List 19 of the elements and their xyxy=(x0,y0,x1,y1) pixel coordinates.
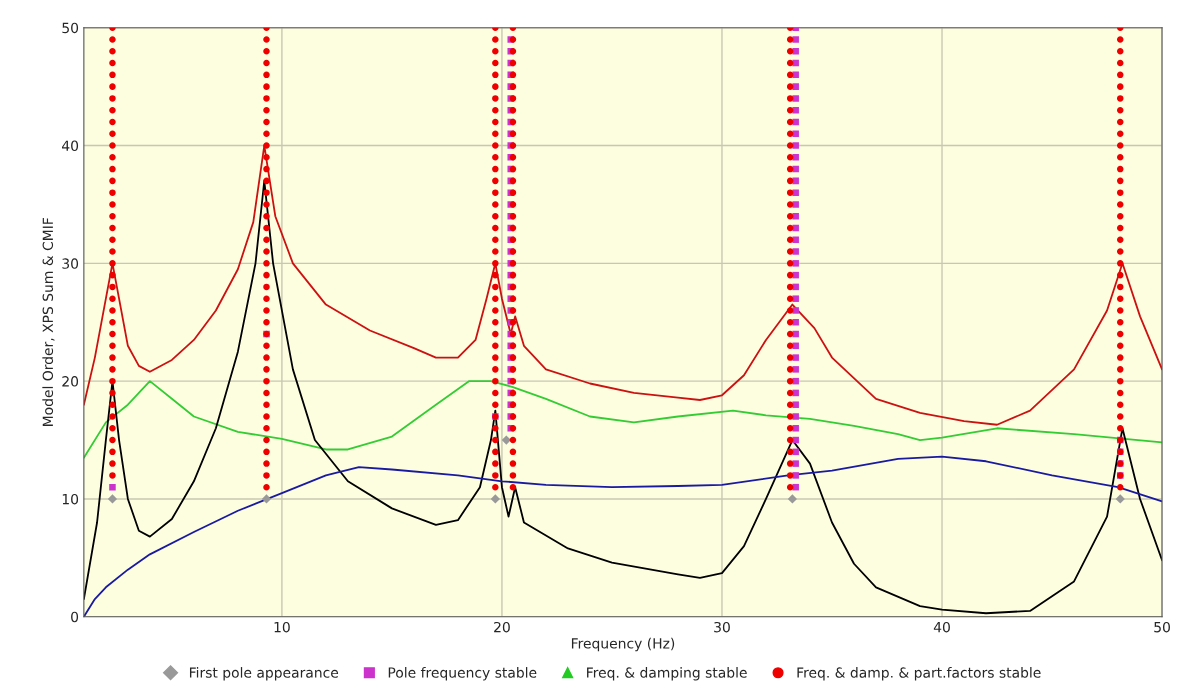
x-axis-title: Frequency (Hz) xyxy=(571,637,675,652)
y-axis-title: Model Order, XPS Sum & CMIF xyxy=(42,218,55,426)
x-tick-label: 40 xyxy=(933,621,950,633)
line-series xyxy=(83,144,1163,426)
x-tick-label: 10 xyxy=(274,621,290,633)
x-tick-label: 20 xyxy=(494,621,510,633)
x-tick-label: 30 xyxy=(714,621,730,633)
legend-label: First pole appearance xyxy=(189,667,339,681)
y-tick-label: 20 xyxy=(62,376,79,387)
y-tick-label: 30 xyxy=(62,258,79,269)
x-tick-label: 50 xyxy=(1154,621,1170,633)
legend-label: Pole frequency stable xyxy=(388,667,537,681)
y-tick-label: 50 xyxy=(62,22,79,34)
y-tick-label: 0 xyxy=(71,611,79,623)
y-tick-label: 10 xyxy=(62,493,79,505)
legend-label: Freq. & damping stable xyxy=(587,667,747,681)
legend-label: Freq. & damp. & part.factors stable xyxy=(797,667,1041,681)
y-tick-label: 40 xyxy=(62,140,79,151)
line-series xyxy=(83,380,1163,459)
